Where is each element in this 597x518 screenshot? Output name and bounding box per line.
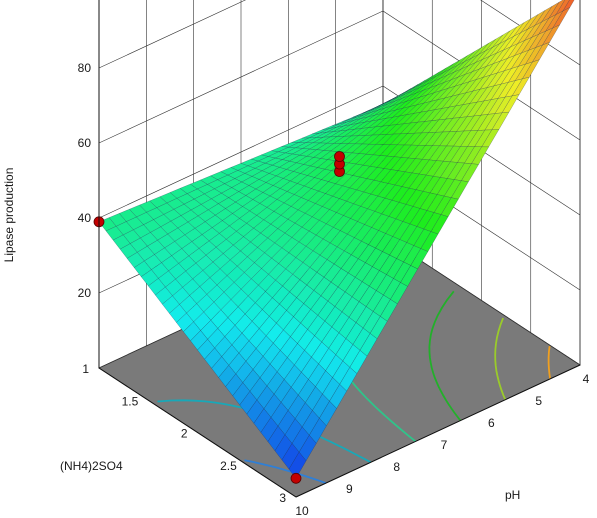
z-tick-label: 20 xyxy=(78,286,92,300)
design-point xyxy=(334,151,345,162)
tick-labels: 204060801001204567891011.522.53 xyxy=(78,61,590,518)
contour-line xyxy=(244,459,327,484)
y-tick-label: 2.5 xyxy=(220,459,237,473)
y-tick-label: 1.5 xyxy=(122,394,139,408)
x-tick-label: 10 xyxy=(295,504,309,518)
contour-line xyxy=(547,345,551,380)
y-tick-label: 2 xyxy=(181,427,188,441)
contour-line xyxy=(494,317,507,401)
x-tick-label: 6 xyxy=(488,416,495,430)
y-axis-title: (NH4)2SO4 xyxy=(60,459,123,473)
response-surface xyxy=(98,0,575,479)
y-axis-line xyxy=(98,367,297,498)
x-axis-title: pH xyxy=(505,488,520,502)
x-axis-line xyxy=(295,364,581,498)
z-axis-title: Lipase production xyxy=(2,168,16,263)
x-tick-label: 7 xyxy=(441,438,448,452)
z-tick-label: 80 xyxy=(78,61,92,75)
z-tick-label: 60 xyxy=(78,136,92,150)
y-tick-label: 3 xyxy=(279,491,286,505)
y-tick-label: 1 xyxy=(82,362,89,376)
design-point xyxy=(290,472,302,484)
x-tick-label: 4 xyxy=(583,372,590,386)
z-tick-label: 40 xyxy=(78,211,92,225)
contour-line xyxy=(428,290,462,422)
x-tick-label: 8 xyxy=(393,460,400,474)
x-tick-label: 5 xyxy=(535,394,542,408)
axes xyxy=(98,0,581,498)
x-tick-label: 9 xyxy=(346,482,353,496)
